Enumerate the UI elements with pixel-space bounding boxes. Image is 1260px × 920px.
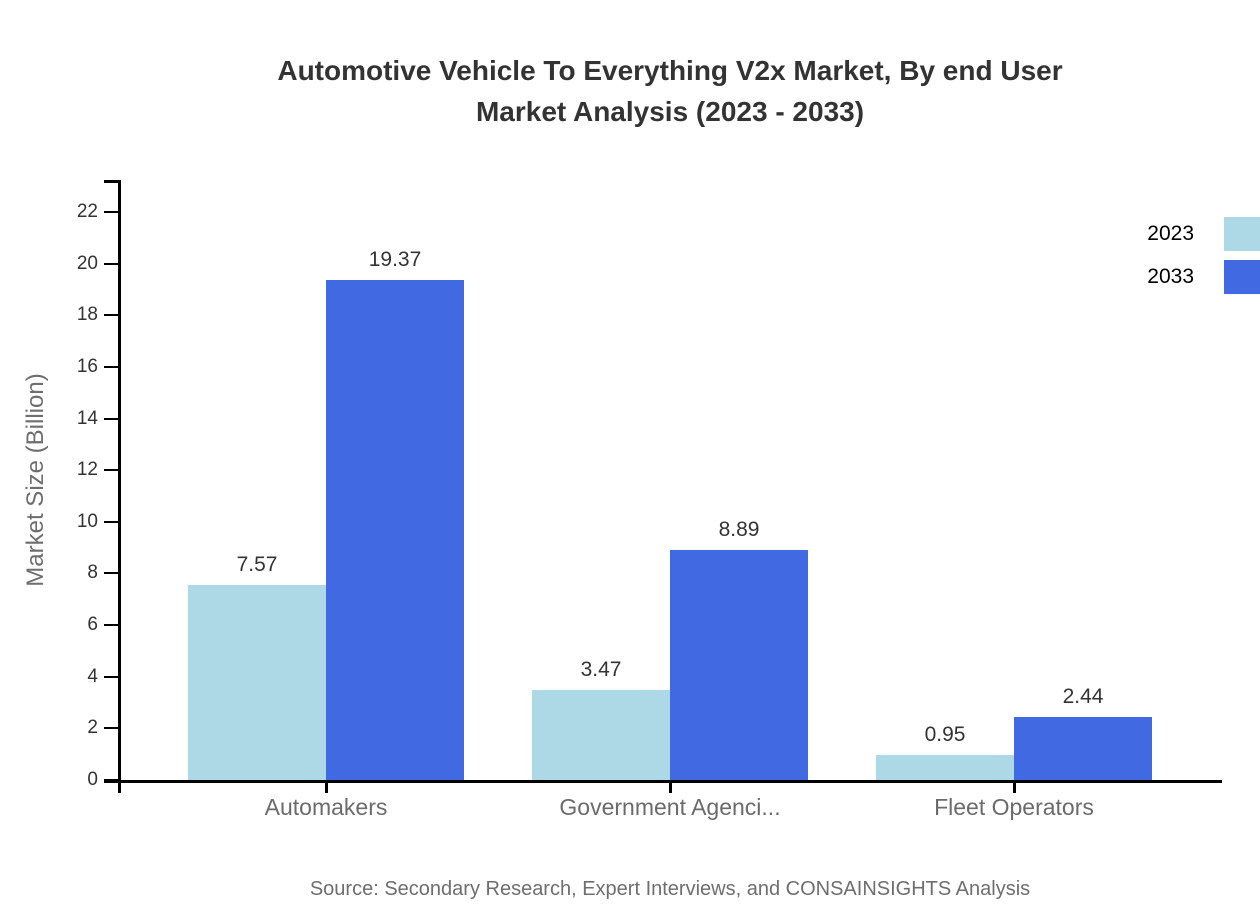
y-axis-tick [104, 520, 118, 523]
y-axis-tick-label: 8 [87, 562, 98, 584]
y-axis-tick-label: 0 [87, 769, 98, 790]
chart-title: Automotive Vehicle To Everything V2x Mar… [80, 50, 1260, 132]
bar-value-label: 7.57 [236, 553, 278, 576]
legend-swatch [1224, 217, 1260, 251]
legend-swatch [1224, 260, 1260, 294]
legend-item: 2023 [1147, 217, 1260, 251]
y-axis-tick [104, 675, 118, 678]
bar-2033-3 [1014, 717, 1152, 780]
y-axis-tick-label: 10 [76, 510, 98, 532]
y-axis-tick [104, 727, 118, 730]
source-text: Source: Secondary Research, Expert Inter… [309, 878, 1031, 900]
chart-title-line1: Automotive Vehicle To Everything V2x Mar… [277, 55, 1063, 86]
y-axis-tick-label: 6 [87, 614, 98, 636]
x-axis-tick [669, 780, 672, 793]
y-axis-tick-label: 12 [76, 459, 98, 481]
x-axis-tick [325, 780, 328, 793]
x-axis-tick [1013, 780, 1016, 793]
legend: 2023 2033 [1147, 217, 1260, 294]
y-axis-tick-label: 20 [76, 252, 98, 274]
y-axis-tick [104, 314, 118, 317]
y-axis-tick [104, 210, 118, 213]
bar-value-label: 2.44 [1062, 685, 1104, 708]
y-axis-tick [104, 365, 118, 368]
y-axis-tick [104, 469, 118, 472]
bar-value-label: 0.95 [924, 723, 966, 746]
plot-area: 0 2 4 6 8 10 12 14 16 18 20 22 Automakers 7.57 19.37 Go… [77, 180, 1222, 820]
y-axis-tick-label: 2 [87, 717, 98, 739]
bar-value-label: 3.47 [580, 658, 622, 681]
bar-2033-2 [670, 550, 808, 780]
chart-title-line2: Market Analysis (2023 - 2033) [475, 96, 865, 127]
y-axis-top-cap [104, 180, 120, 183]
legend-label: 2033 [1147, 265, 1194, 288]
bar-value-label: 19.37 [368, 248, 422, 271]
legend-label: 2023 [1147, 222, 1194, 245]
y-axis-title: Market Size (Billion) [22, 373, 49, 587]
x-axis-category-label: Fleet Operators [934, 794, 1094, 820]
bar-2023-2 [532, 690, 670, 780]
y-axis-tick-label: 14 [76, 407, 98, 429]
bar-2023-3 [876, 755, 1014, 780]
y-axis-tick-label: 18 [76, 304, 98, 326]
y-axis-tick-label: 4 [87, 665, 98, 687]
x-axis-line [104, 780, 1222, 783]
bar-2023-1 [188, 585, 326, 780]
x-axis-category-label: Government Agenci... [559, 794, 781, 820]
y-axis-tick [104, 417, 118, 420]
y-axis-tick-label: 22 [76, 200, 98, 222]
y-axis-tick [104, 624, 118, 627]
y-axis-tick [104, 572, 118, 575]
y-axis-line [118, 180, 121, 793]
y-axis-tick [104, 262, 118, 265]
bar-2033-1 [326, 280, 464, 780]
bar-value-label: 8.89 [718, 518, 760, 541]
y-axis-tick-label: 16 [76, 355, 98, 377]
y-axis-tick [104, 779, 118, 781]
x-axis-category-label: Automakers [264, 794, 388, 820]
legend-item: 2033 [1147, 260, 1260, 294]
